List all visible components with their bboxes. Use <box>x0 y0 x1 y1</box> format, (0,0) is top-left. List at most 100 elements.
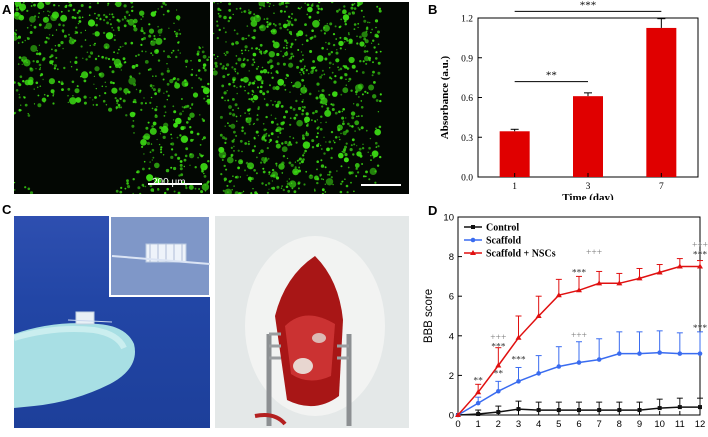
cell-dot <box>190 130 194 134</box>
cell-dot <box>248 98 251 101</box>
cell-dot <box>180 98 183 100</box>
cell-dot <box>340 18 343 21</box>
cell-dot <box>374 33 379 38</box>
cell-dot <box>276 62 280 66</box>
panel-label-c: C <box>2 202 12 217</box>
cell-dot <box>141 50 144 53</box>
cell-dot <box>115 2 122 8</box>
cell-dot <box>295 141 298 144</box>
cell-dot <box>74 32 77 35</box>
cell-dot <box>291 12 294 16</box>
cell-dot <box>163 105 166 108</box>
cell-dot <box>248 140 250 143</box>
cell-dot <box>162 2 166 5</box>
surgery-photo <box>215 216 409 428</box>
cell-dot <box>266 21 269 24</box>
cell-dot <box>270 114 272 116</box>
cell-dot <box>131 9 134 13</box>
cell-dot <box>21 63 23 66</box>
cell-dot <box>261 182 264 185</box>
cell-dot <box>357 83 364 90</box>
cell-dot <box>38 52 42 56</box>
cell-dot <box>207 82 210 86</box>
cell-dot <box>78 20 82 23</box>
cell-dot <box>46 94 49 97</box>
cell-dot <box>355 93 358 96</box>
cell-dot <box>198 46 200 48</box>
cell-dot <box>80 4 84 7</box>
cell-dot <box>304 149 307 153</box>
cell-dot <box>37 2 45 10</box>
cell-dot <box>113 38 116 42</box>
cell-dot <box>185 147 189 151</box>
cell-dot <box>371 28 373 31</box>
cell-dot <box>95 23 98 27</box>
cell-dot <box>244 49 247 52</box>
data-point <box>576 360 582 365</box>
cell-dot <box>239 139 243 143</box>
cell-dot <box>74 30 77 33</box>
cell-dot <box>250 192 253 194</box>
cell-dot <box>115 99 119 103</box>
cell-dot <box>270 72 273 74</box>
cell-dot <box>243 86 245 88</box>
cell-dot <box>372 70 375 74</box>
cell-dot <box>241 126 244 129</box>
cell-dot <box>343 41 346 43</box>
cell-dot <box>135 64 139 67</box>
cell-dot <box>321 89 325 93</box>
cell-dot <box>236 86 238 89</box>
cell-dot <box>52 102 55 105</box>
cell-dot <box>102 31 106 35</box>
cell-dot <box>281 185 283 187</box>
data-point <box>677 351 683 356</box>
cell-dot <box>350 181 352 184</box>
cell-dot <box>272 23 275 25</box>
cell-dot <box>88 5 92 9</box>
panel-label-b: B <box>428 2 438 17</box>
cell-dot <box>274 24 277 27</box>
cell-dot <box>99 72 105 78</box>
cell-dot <box>57 43 61 47</box>
cell-dot <box>256 118 259 121</box>
cell-dot <box>330 147 333 150</box>
cell-dot <box>154 108 158 112</box>
cell-dot <box>157 29 163 34</box>
cell-dot <box>260 85 263 89</box>
cell-dot <box>379 10 381 12</box>
cell-dot <box>163 50 165 53</box>
cell-dot <box>118 62 122 66</box>
cell-dot <box>126 182 129 185</box>
cell-dot <box>156 179 160 182</box>
significance-label: ** <box>494 369 504 379</box>
cell-dot <box>277 100 281 105</box>
cell-dot <box>217 12 220 15</box>
cell-dot <box>289 117 292 120</box>
cell-dot <box>120 186 123 189</box>
cell-dot <box>328 52 331 56</box>
cell-dot <box>326 106 330 110</box>
cell-dot <box>289 123 292 126</box>
cell-dot <box>316 168 318 171</box>
cell-dot <box>266 90 270 94</box>
cell-dot <box>296 159 299 162</box>
cell-dot <box>227 19 230 23</box>
cell-dot <box>330 156 333 160</box>
cell-dot <box>174 82 181 89</box>
cell-dot <box>305 131 308 133</box>
cell-dot <box>176 78 180 81</box>
cell-dot <box>263 98 266 100</box>
cell-dot <box>247 162 255 170</box>
cell-dot <box>275 85 280 91</box>
cell-dot <box>188 184 194 190</box>
cell-dot <box>372 61 374 64</box>
cell-dot <box>353 23 357 26</box>
cell-dot <box>14 189 16 191</box>
cell-dot <box>376 5 379 8</box>
legend-label: Control <box>486 223 519 234</box>
cell-dot <box>146 141 150 146</box>
cell-dot <box>202 63 207 67</box>
cell-dot <box>60 82 64 86</box>
cell-dot <box>235 115 238 118</box>
cell-dot <box>283 115 286 119</box>
